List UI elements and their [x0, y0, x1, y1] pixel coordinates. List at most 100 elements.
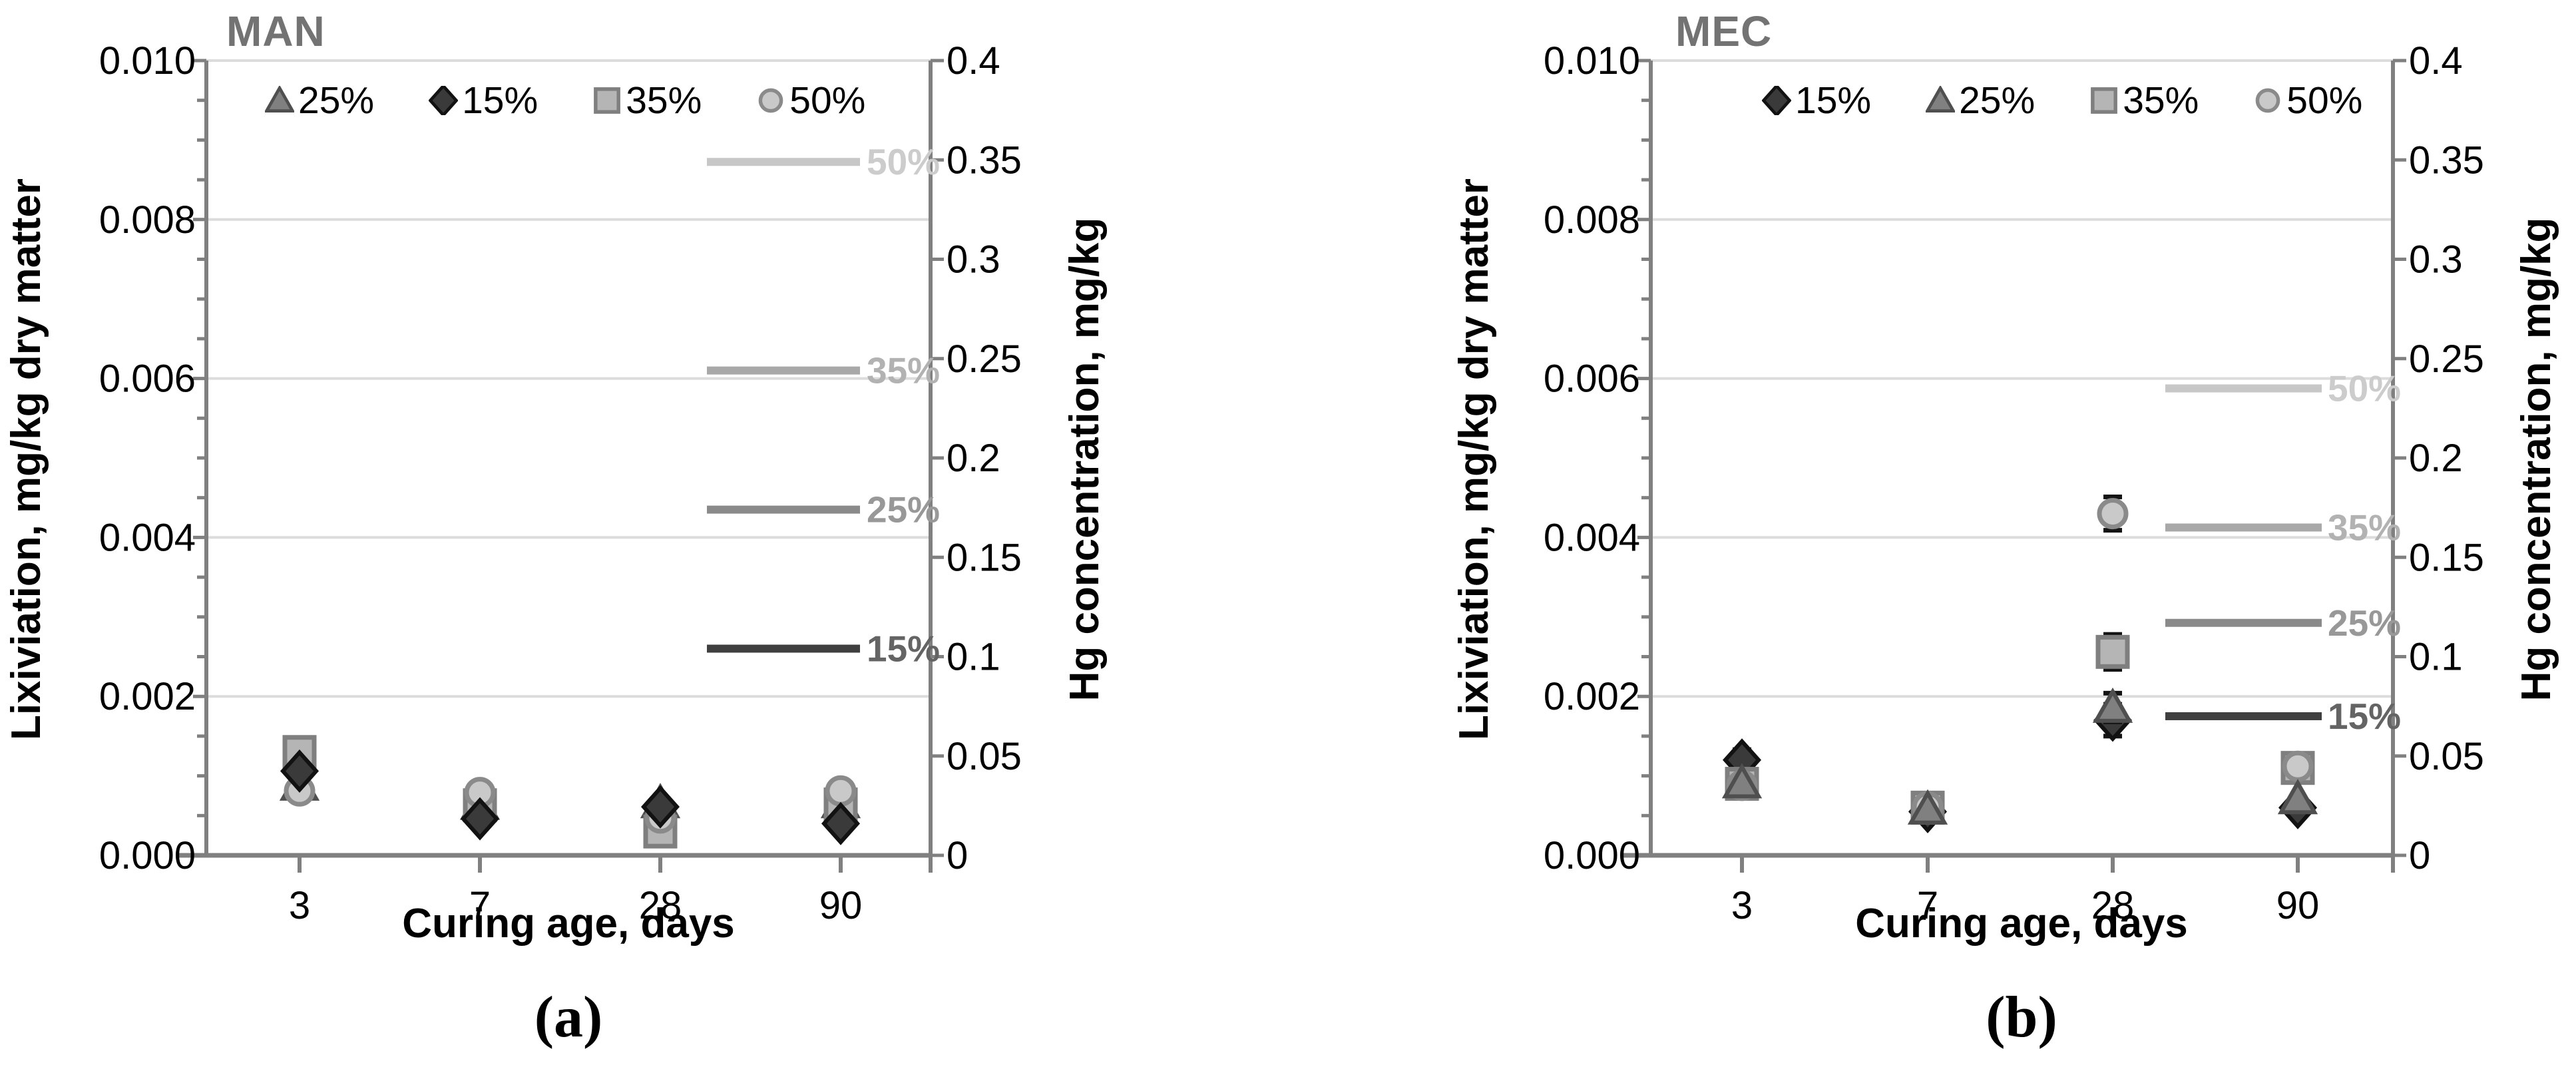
series-35%	[282, 735, 858, 849]
diamond-marker-icon	[428, 83, 459, 118]
svg-text:0.006: 0.006	[1544, 357, 1640, 401]
svg-text:0.2: 0.2	[2409, 437, 2463, 480]
series-25%	[279, 765, 861, 820]
legend-item: 25%	[264, 79, 375, 122]
series-15%	[280, 749, 861, 845]
triangle-marker-icon	[264, 85, 296, 115]
x-axis-title: Curing age, days	[402, 901, 735, 947]
y-axis-title-left: Lixiviation, mg/kg dry matter	[3, 178, 49, 741]
legend-item: 25%	[1924, 79, 2036, 122]
svg-text:0.000: 0.000	[99, 834, 196, 877]
svg-text:0.000: 0.000	[1544, 834, 1640, 877]
svg-text:0.1: 0.1	[2409, 636, 2463, 679]
svg-text:7: 7	[469, 884, 491, 927]
gridlines	[206, 59, 931, 698]
svg-text:90: 90	[2276, 884, 2320, 927]
legend-label: 15%	[1795, 79, 1872, 122]
square-marker-icon	[592, 86, 622, 115]
chart-mec-plot-area: 0.000 0.002 0.004 0.006 0.008 0.010 0 0.05 0.1 0.…	[1544, 39, 2484, 927]
tick-labels: 0.000 0.002 0.004 0.006 0.008 0.010 0 0.05 0.1 0.…	[99, 39, 1022, 927]
axis-ticks	[193, 59, 944, 873]
chart-man-plot-area: 0.000 0.002 0.004 0.006 0.008 0.010 0 0.05 0.1 0.…	[99, 39, 1022, 927]
svg-text:15%: 15%	[2328, 696, 2401, 737]
circle-marker-icon	[756, 86, 785, 115]
circle-marker-icon	[2253, 86, 2282, 115]
panel-mec: 0.000 0.002 0.004 0.006 0.008 0.010 0 0.05 0.1 0.…	[1288, 0, 2576, 1075]
svg-text:0.05: 0.05	[2409, 735, 2484, 778]
legend-item: 15%	[1761, 79, 1872, 122]
svg-text:0.002: 0.002	[99, 675, 196, 718]
svg-text:3: 3	[1731, 884, 1753, 927]
legend-label: 35%	[2123, 79, 2199, 122]
hg-reference-lines: 50% 35% 25% 15%	[707, 141, 940, 670]
series-25%	[1721, 687, 2318, 825]
svg-text:0.25: 0.25	[947, 337, 1022, 381]
legend-item: 35%	[2089, 79, 2199, 122]
gridlines	[1651, 59, 2393, 698]
svg-text:0.4: 0.4	[947, 39, 1000, 83]
chart-title-man: MAN	[226, 7, 325, 55]
legend-mec: 15% 25% 35% 50%	[1761, 79, 2362, 122]
panel-man: 0.000 0.002 0.004 0.006 0.008 0.010 0 0.05 0.1 0.…	[3, 7, 1108, 1050]
legend-label: 15%	[462, 79, 538, 122]
svg-text:7: 7	[1917, 884, 1938, 927]
diamond-marker-icon	[1761, 83, 1792, 118]
svg-text:0.002: 0.002	[1544, 675, 1640, 718]
axis-ticks	[1637, 59, 2406, 873]
svg-text:0.25: 0.25	[2409, 337, 2484, 381]
y-axis-title-left: Lixiviation, mg/kg dry matter	[1451, 178, 1497, 741]
panel-caption-a: (a)	[534, 985, 603, 1050]
hg-reference-lines: 50% 35% 25% 15%	[2165, 368, 2401, 737]
svg-text:0.2: 0.2	[947, 437, 1000, 480]
svg-text:0.3: 0.3	[947, 238, 1000, 282]
svg-text:35%: 35%	[867, 350, 940, 391]
svg-text:0.1: 0.1	[947, 636, 1000, 679]
y-axis-title-right: Hg concentration, mg/kg	[1062, 217, 1108, 702]
legend-label: 25%	[1959, 79, 2036, 122]
svg-text:0.05: 0.05	[947, 735, 1022, 778]
svg-text:0.4: 0.4	[2409, 39, 2463, 83]
svg-text:0: 0	[947, 834, 968, 877]
svg-text:28: 28	[639, 884, 682, 927]
svg-text:50%: 50%	[867, 141, 940, 182]
svg-text:0.15: 0.15	[2409, 536, 2484, 579]
svg-text:25%: 25%	[867, 489, 940, 531]
legend-man: 25% 15% 35% 50%	[264, 79, 865, 122]
legend-item: 50%	[756, 79, 865, 122]
svg-text:28: 28	[2091, 884, 2135, 927]
svg-text:0.010: 0.010	[99, 39, 196, 83]
legend-item: 35%	[592, 79, 702, 122]
legend-item: 50%	[2253, 79, 2362, 122]
svg-text:0.004: 0.004	[99, 516, 196, 559]
svg-text:0.15: 0.15	[947, 536, 1022, 579]
y-axis-title-right: Hg concentration, mg/kg	[2513, 217, 2559, 702]
svg-text:25%: 25%	[2328, 602, 2401, 644]
svg-text:15%: 15%	[867, 628, 940, 670]
legend-label: 35%	[626, 79, 702, 122]
legend-item: 15%	[428, 79, 538, 122]
x-axis-title: Curing age, days	[1855, 901, 2188, 947]
svg-text:0.008: 0.008	[1544, 198, 1640, 242]
tick-labels: 0.000 0.002 0.004 0.006 0.008 0.010 0 0.05 0.1 0.…	[1544, 39, 2484, 927]
svg-text:0.3: 0.3	[2409, 238, 2463, 282]
svg-text:0: 0	[2409, 834, 2430, 877]
triangle-marker-icon	[1924, 85, 1956, 115]
series-50%	[1726, 495, 2314, 823]
svg-text:0.008: 0.008	[99, 198, 196, 242]
series-50%	[284, 775, 857, 834]
svg-text:0.006: 0.006	[99, 357, 196, 401]
svg-text:0.35: 0.35	[2409, 138, 2484, 182]
svg-text:0.35: 0.35	[947, 138, 1022, 182]
svg-text:35%: 35%	[2328, 507, 2401, 548]
chart-title-mec: MEC	[1675, 7, 1773, 55]
svg-text:3: 3	[289, 884, 310, 927]
svg-text:0.010: 0.010	[1544, 39, 1640, 83]
legend-label: 50%	[789, 79, 866, 122]
svg-text:50%: 50%	[2328, 368, 2401, 409]
legend-label: 50%	[2286, 79, 2363, 122]
svg-text:90: 90	[819, 884, 863, 927]
series-15%	[1722, 698, 2318, 833]
legend-label: 25%	[298, 79, 375, 122]
square-marker-icon	[2089, 86, 2119, 115]
